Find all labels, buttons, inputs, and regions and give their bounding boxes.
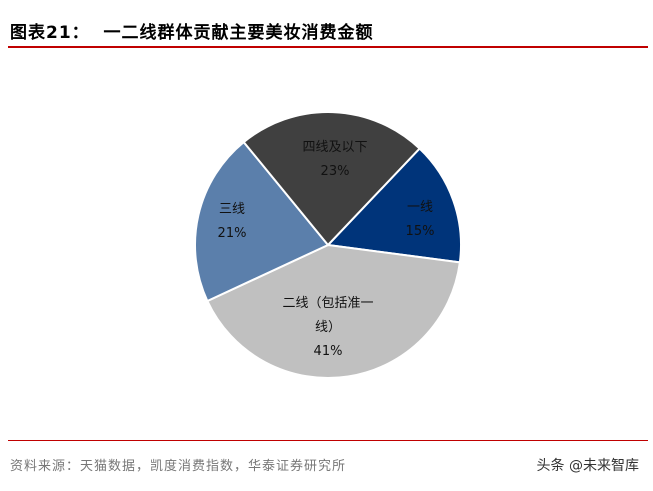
pie-slice — [206, 243, 461, 379]
pie-slice — [242, 111, 421, 247]
source-note: 资料来源：天猫数据，凯度消费指数，华泰证券研究所 — [10, 459, 347, 474]
slice-label: 三线 21% — [202, 198, 262, 246]
value-label: 15% — [405, 224, 435, 239]
value-label: 41% — [313, 344, 343, 359]
value-label: 23% — [320, 164, 350, 179]
category-label: 三线 — [218, 202, 245, 217]
title-rule — [8, 46, 648, 48]
pie-slice — [194, 140, 330, 303]
slice-label: 一线 15% — [390, 196, 450, 244]
pie-slice — [325, 147, 462, 264]
category-label: 二线（包括准一线） — [282, 296, 374, 335]
slice-label: 四线及以下 23% — [290, 136, 380, 184]
category-label: 一线 — [406, 200, 433, 215]
slice-label: 二线（包括准一线） 41% — [282, 292, 374, 364]
category-label: 四线及以下 — [302, 140, 368, 155]
value-label: 21% — [217, 226, 247, 241]
watermark: 头条 @未来智库 — [536, 458, 639, 474]
source-rule — [8, 440, 648, 441]
chart-title: 图表21： 一二线群体贡献主要美妆消费金额 — [10, 23, 374, 43]
